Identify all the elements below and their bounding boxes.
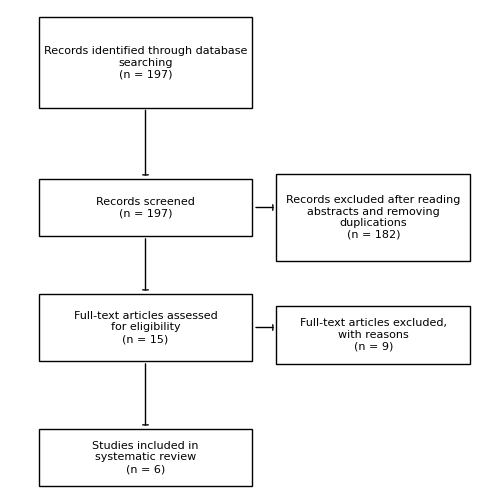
Text: Full-text articles assessed
for eligibility
(n = 15): Full-text articles assessed for eligibil… [74, 311, 217, 344]
FancyBboxPatch shape [39, 428, 252, 486]
FancyBboxPatch shape [39, 179, 252, 236]
Text: Full-text articles excluded,
with reasons
(n = 9): Full-text articles excluded, with reason… [299, 318, 446, 352]
FancyBboxPatch shape [276, 306, 469, 364]
Text: Records screened
(n = 197): Records screened (n = 197) [96, 196, 195, 218]
Text: Studies included in
systematic review
(n = 6): Studies included in systematic review (n… [92, 441, 198, 474]
FancyBboxPatch shape [276, 174, 469, 261]
FancyBboxPatch shape [39, 294, 252, 361]
FancyBboxPatch shape [39, 18, 252, 108]
Text: Records identified through database
searching
(n = 197): Records identified through database sear… [44, 46, 247, 79]
Text: Records excluded after reading
abstracts and removing
duplications
(n = 182): Records excluded after reading abstracts… [286, 195, 460, 240]
